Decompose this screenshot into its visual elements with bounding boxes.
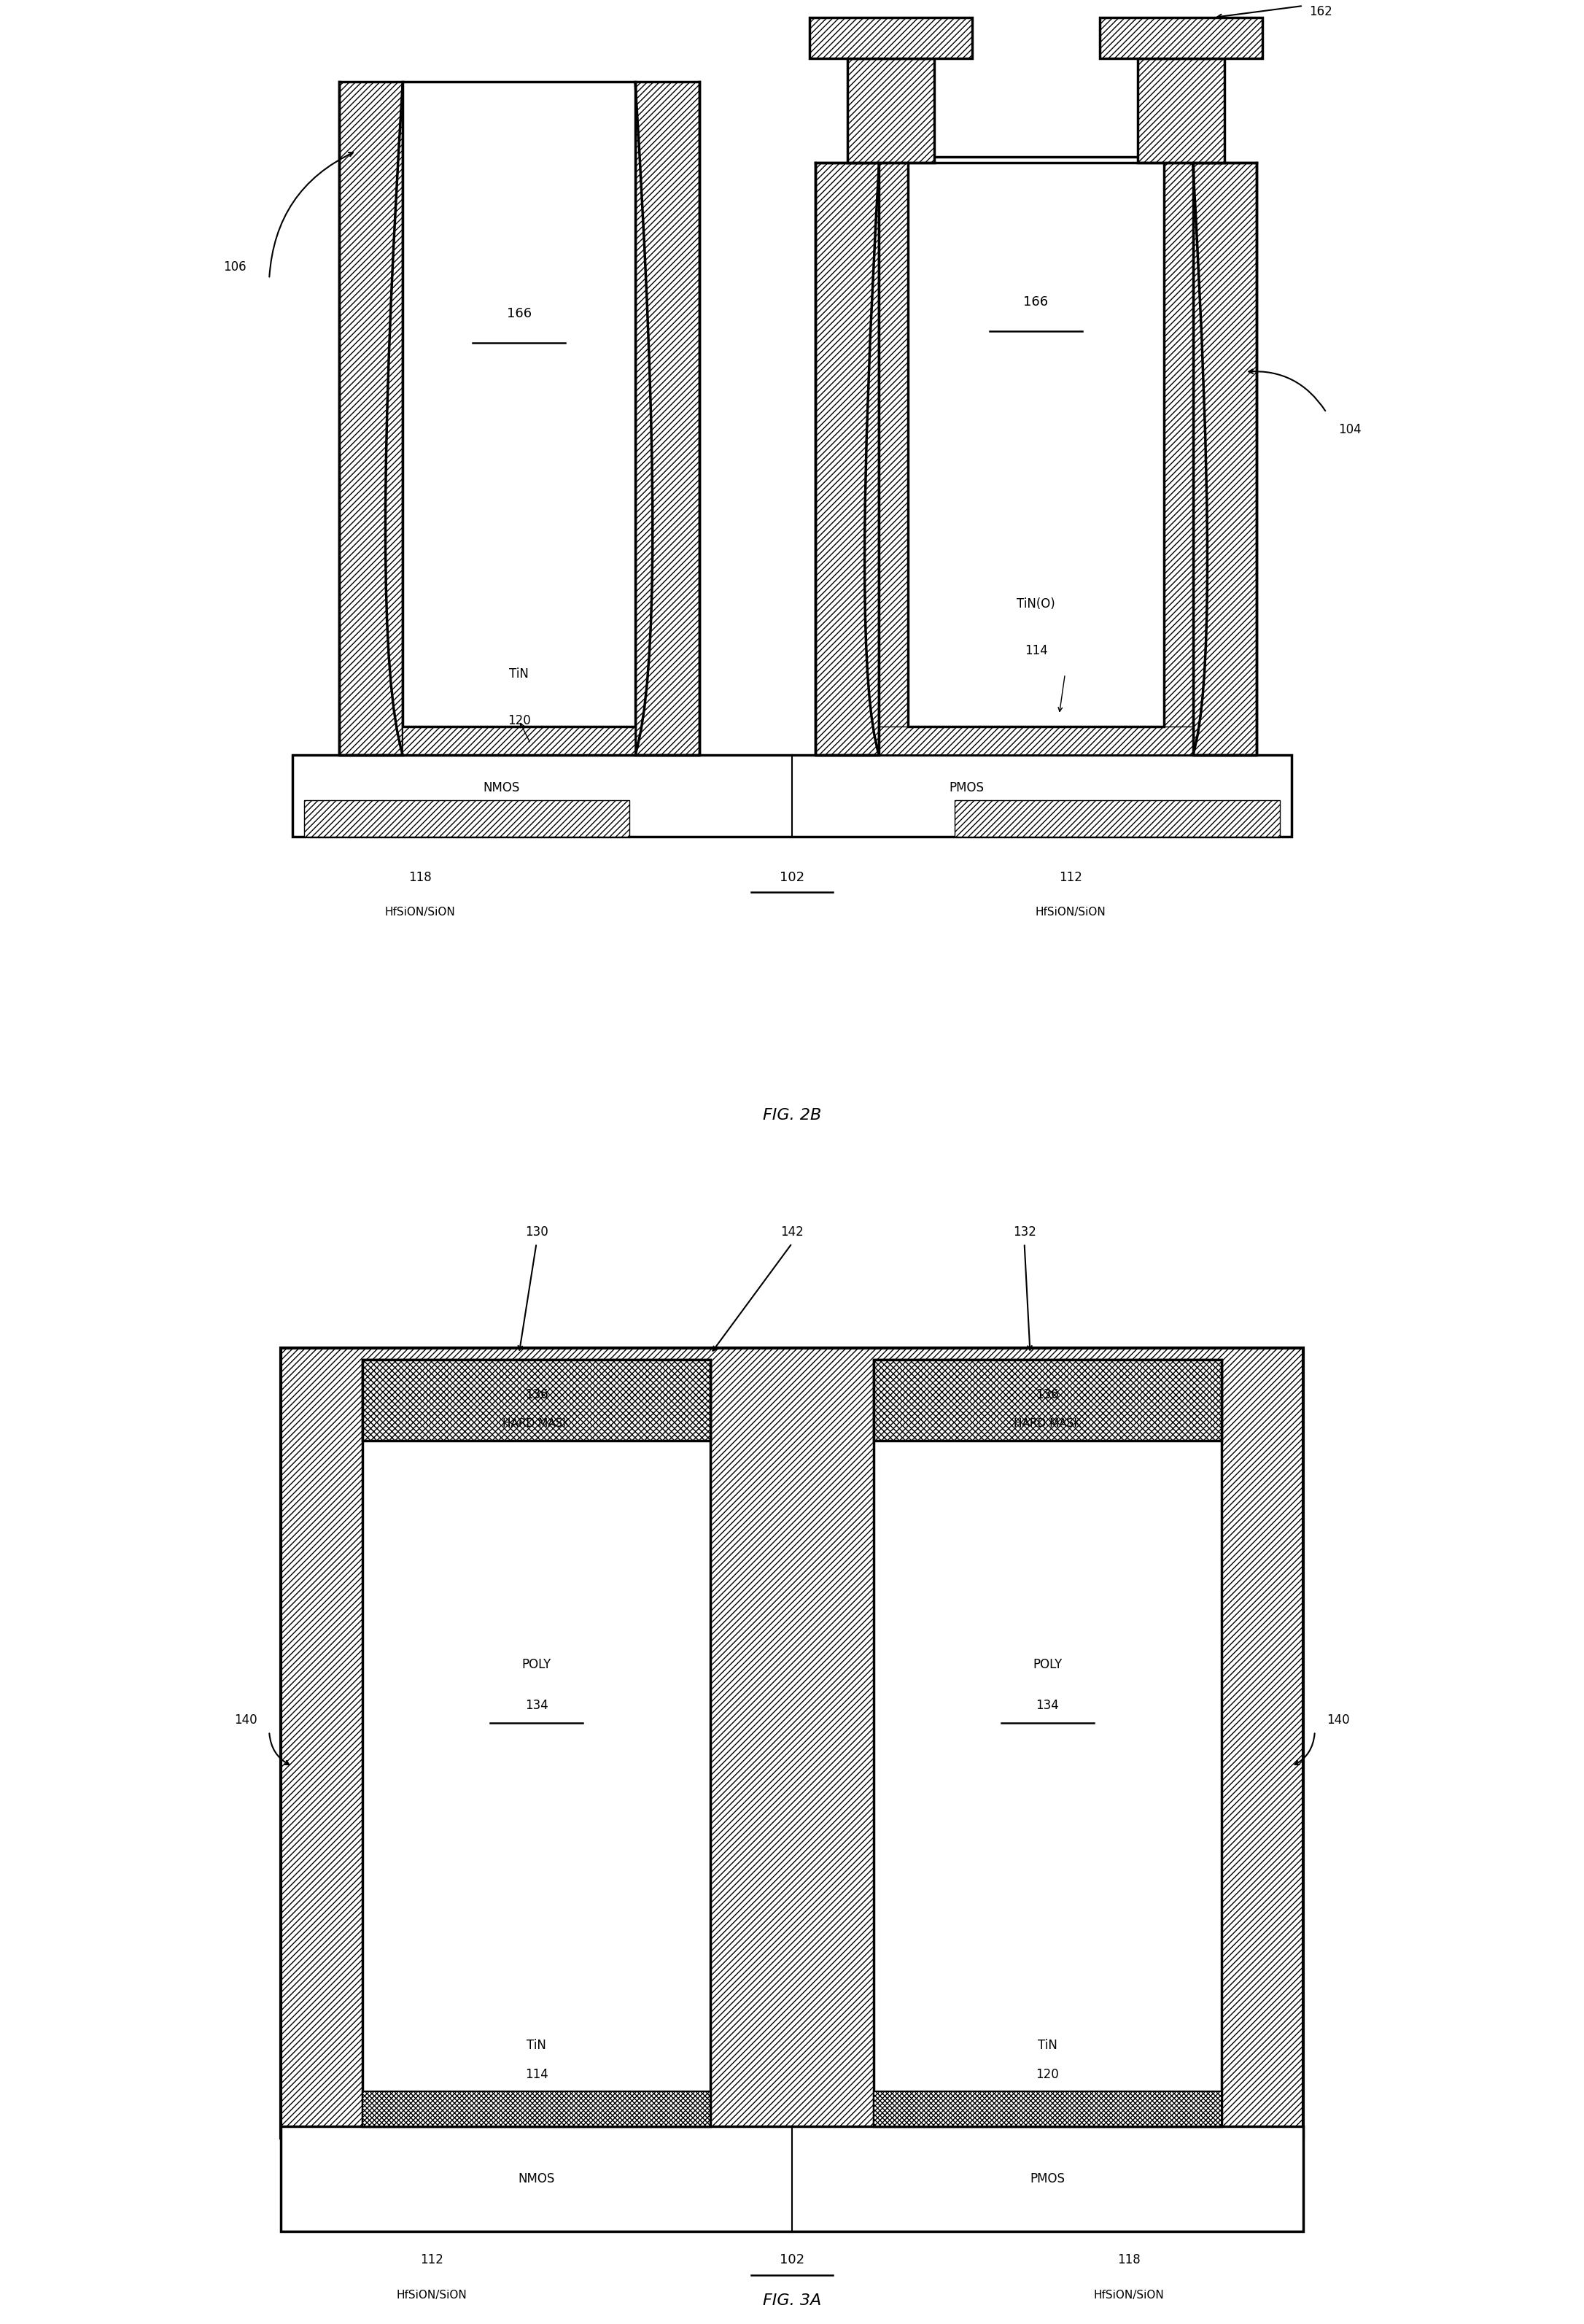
Bar bbox=[1164, 158, 1193, 725]
Bar bbox=[280, 2126, 1304, 2231]
Text: 134: 134 bbox=[524, 1699, 548, 1713]
Text: FIG. 3A: FIG. 3A bbox=[763, 2294, 821, 2308]
Bar bbox=[293, 755, 1291, 837]
Bar bbox=[873, 1360, 1221, 1441]
Text: PMOS: PMOS bbox=[1030, 2173, 1064, 2185]
Text: 118: 118 bbox=[1117, 2254, 1140, 2266]
Text: TiN: TiN bbox=[1038, 2038, 1058, 2052]
Text: TiN(O): TiN(O) bbox=[1017, 597, 1055, 611]
Text: PMOS: PMOS bbox=[949, 781, 984, 795]
Bar bbox=[363, 1360, 711, 2126]
Text: 134: 134 bbox=[1036, 1699, 1060, 1713]
Bar bbox=[635, 81, 699, 755]
Text: HARD MASK: HARD MASK bbox=[1014, 1418, 1082, 1429]
Text: 120: 120 bbox=[1036, 2068, 1060, 2080]
Text: POLY: POLY bbox=[1033, 1659, 1063, 1671]
Text: 140: 140 bbox=[1326, 1713, 1350, 1727]
Text: HARD MASK: HARD MASK bbox=[502, 1418, 570, 1429]
Bar bbox=[879, 725, 1193, 755]
Bar bbox=[402, 725, 635, 755]
Bar bbox=[363, 1360, 711, 1441]
Text: NMOS: NMOS bbox=[483, 781, 520, 795]
Text: 166: 166 bbox=[1023, 295, 1049, 309]
Text: 102: 102 bbox=[779, 2254, 805, 2266]
Bar bbox=[402, 81, 635, 725]
Text: 114: 114 bbox=[524, 2068, 548, 2080]
Bar bbox=[816, 163, 879, 755]
Text: 130: 130 bbox=[524, 1225, 548, 1239]
Bar bbox=[280, 1348, 1304, 2138]
Text: 102: 102 bbox=[779, 871, 805, 883]
Bar bbox=[1137, 58, 1224, 163]
Text: 104: 104 bbox=[1338, 423, 1361, 437]
Bar bbox=[847, 58, 935, 163]
Bar bbox=[873, 1360, 1221, 2126]
Bar bbox=[908, 158, 1164, 725]
Text: 112: 112 bbox=[420, 2254, 444, 2266]
Bar bbox=[1193, 163, 1256, 755]
Text: 106: 106 bbox=[223, 260, 246, 274]
Text: HfSiON/SiON: HfSiON/SiON bbox=[1036, 906, 1106, 918]
Text: 112: 112 bbox=[1060, 871, 1082, 883]
Bar bbox=[1099, 16, 1262, 58]
Text: 166: 166 bbox=[507, 307, 532, 321]
Text: NMOS: NMOS bbox=[518, 2173, 554, 2185]
Bar bbox=[955, 799, 1280, 837]
Text: 162: 162 bbox=[1308, 5, 1332, 19]
Bar bbox=[809, 16, 973, 58]
Bar bbox=[339, 81, 402, 755]
Text: 114: 114 bbox=[1025, 644, 1047, 658]
Text: TiN: TiN bbox=[526, 2038, 546, 2052]
Text: POLY: POLY bbox=[521, 1659, 551, 1671]
Bar bbox=[873, 2092, 1221, 2126]
Text: FIG. 2B: FIG. 2B bbox=[763, 1109, 821, 1122]
Text: 132: 132 bbox=[1012, 1225, 1036, 1239]
Text: 140: 140 bbox=[234, 1713, 258, 1727]
Text: 118: 118 bbox=[409, 871, 432, 883]
Text: HfSiON/SiON: HfSiON/SiON bbox=[1093, 2289, 1164, 2301]
Text: 142: 142 bbox=[781, 1225, 803, 1239]
Bar bbox=[879, 158, 908, 725]
Bar bbox=[304, 799, 629, 837]
Text: HfSiON/SiON: HfSiON/SiON bbox=[385, 906, 456, 918]
Text: 120: 120 bbox=[507, 713, 531, 727]
Bar bbox=[363, 2092, 711, 2126]
Text: HfSiON/SiON: HfSiON/SiON bbox=[396, 2289, 467, 2301]
Text: 136: 136 bbox=[1036, 1387, 1060, 1401]
Text: 136: 136 bbox=[524, 1387, 548, 1401]
Text: TiN: TiN bbox=[508, 667, 529, 681]
